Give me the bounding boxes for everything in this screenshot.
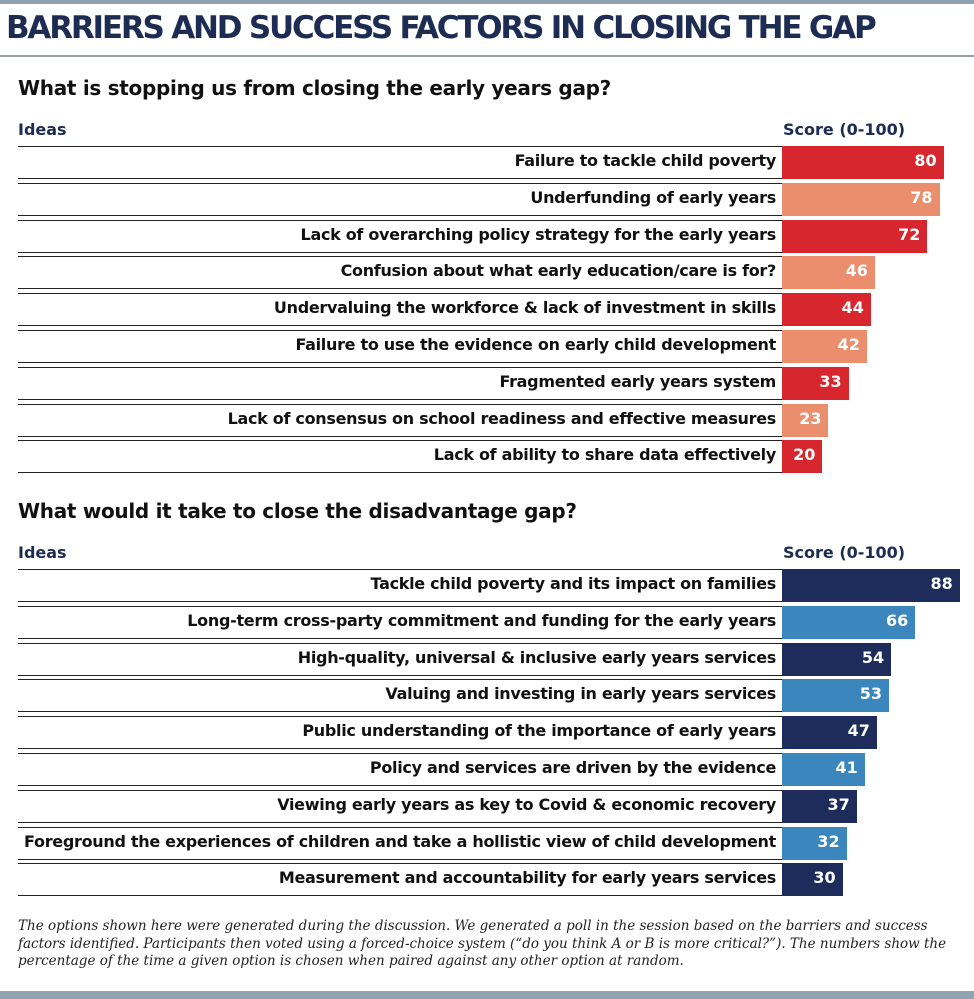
score-bar: 44	[782, 293, 871, 327]
score-value: 23	[799, 408, 822, 428]
success-chart-title: What would it take to close the disadvan…	[18, 499, 577, 523]
score-value: 37	[827, 794, 850, 814]
score-bar: 54	[782, 642, 892, 676]
score-bar: 33	[782, 366, 849, 400]
score-bar: 72	[782, 219, 928, 253]
success-score-header: Score (0-100)	[783, 543, 906, 562]
score-value: 72	[898, 224, 921, 244]
score-value: 20	[793, 445, 816, 465]
barriers-chart-title: What is stopping us from closing the ear…	[18, 76, 611, 100]
table-row: Undervaluing the workforce & lack of inv…	[18, 293, 782, 327]
table-row: Lack of consensus on school readiness an…	[18, 403, 782, 437]
score-value: 54	[861, 647, 885, 667]
table-row: Long-term cross-party commitment and fun…	[18, 605, 782, 639]
table-row: Foreground the experiences of children a…	[18, 826, 782, 860]
score-bar: 23	[782, 403, 829, 437]
footnote: The options shown here were generated du…	[18, 918, 947, 969]
table-row: Underfunding of early years	[18, 182, 782, 216]
score-bar: 37	[782, 789, 857, 823]
score-value: 53	[859, 684, 883, 704]
idea-label: Policy and services are driven by the ev…	[369, 758, 776, 777]
top-border	[0, 0, 974, 4]
table-row: Policy and services are driven by the ev…	[18, 753, 782, 786]
score-value: 33	[819, 371, 842, 391]
table-row: Lack of overarching policy strategy for …	[18, 219, 782, 253]
score-value: 41	[835, 758, 858, 777]
score-value: 88	[930, 574, 953, 593]
score-bar: 41	[782, 753, 865, 786]
score-bar: 42	[782, 330, 867, 363]
idea-label: Lack of overarching policy strategy for …	[300, 224, 777, 244]
table-row: High-quality, universal & inclusive earl…	[18, 642, 782, 676]
idea-label: Valuing and investing in early years ser…	[385, 684, 776, 704]
idea-label: Underfunding of early years	[530, 187, 776, 207]
barriers-ideas-header: Ideas	[18, 120, 67, 139]
score-value: 66	[886, 610, 909, 630]
score-value: 42	[837, 335, 860, 354]
score-value: 46	[845, 261, 868, 281]
score-bar: 47	[782, 716, 877, 750]
score-value: 32	[817, 831, 840, 851]
idea-label: Undervaluing the workforce & lack of inv…	[273, 298, 776, 318]
idea-label: Lack of ability to share data effectivel…	[433, 445, 777, 465]
score-bar: 32	[782, 826, 847, 860]
score-bar: 88	[782, 569, 960, 602]
idea-label: Failure to tackle child poverty	[514, 151, 777, 170]
idea-label: Lack of consensus on school readiness an…	[227, 408, 777, 428]
score-bar: 66	[782, 605, 916, 639]
idea-label: Tackle child poverty and its impact on f…	[370, 574, 777, 593]
table-row: Confusion about what early education/car…	[18, 256, 782, 290]
title-divider	[0, 55, 974, 57]
main-title: BARRIERS AND SUCCESS FACTORS IN CLOSING …	[6, 10, 877, 46]
score-bar: 46	[782, 256, 875, 290]
idea-label: Long-term cross-party commitment and fun…	[187, 610, 776, 630]
idea-label: Public understanding of the importance o…	[302, 721, 776, 741]
success-ideas-header: Ideas	[18, 543, 67, 562]
score-bar: 80	[782, 146, 944, 179]
barriers-score-header: Score (0-100)	[783, 120, 906, 139]
table-row: Valuing and investing in early years ser…	[18, 679, 782, 713]
idea-label: Viewing early years as key to Covid & ec…	[277, 794, 776, 814]
table-row: Lack of ability to share data effectivel…	[18, 440, 782, 474]
idea-label: Foreground the experiences of children a…	[24, 831, 776, 851]
idea-label: Measurement and accountability for early…	[278, 868, 776, 888]
table-row: Public understanding of the importance o…	[18, 716, 782, 750]
idea-label: High-quality, universal & inclusive earl…	[297, 647, 777, 667]
score-value: 78	[910, 187, 933, 207]
table-row: Fragmented early years system	[18, 366, 782, 400]
score-bar: 20	[782, 440, 823, 474]
table-row: Failure to use the evidence on early chi…	[18, 330, 782, 363]
score-bar: 53	[782, 679, 890, 713]
table-row: Tackle child poverty and its impact on f…	[18, 569, 782, 602]
score-value: 30	[813, 868, 836, 888]
score-value: 47	[847, 721, 870, 741]
score-value: 80	[914, 151, 937, 170]
score-bar: 30	[782, 863, 843, 897]
bottom-border	[0, 991, 974, 999]
score-value: 44	[841, 298, 864, 318]
table-row: Viewing early years as key to Covid & ec…	[18, 789, 782, 823]
table-row: Failure to tackle child poverty	[18, 146, 782, 179]
idea-label: Confusion about what early education/car…	[340, 261, 777, 281]
idea-label: Fragmented early years system	[499, 371, 776, 391]
table-row: Measurement and accountability for early…	[18, 863, 782, 897]
score-bar: 78	[782, 182, 940, 216]
idea-label: Failure to use the evidence on early chi…	[295, 335, 776, 354]
